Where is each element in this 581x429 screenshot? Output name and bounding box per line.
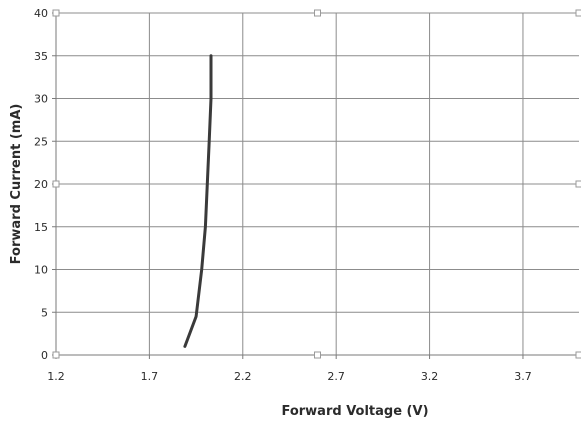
x-tick-label: 3.7	[514, 370, 532, 383]
x-axis-title: Forward Voltage (V)	[281, 404, 428, 419]
series-line	[183, 54, 213, 348]
selection-handle[interactable]	[575, 9, 581, 17]
y-tick-label: 30	[34, 93, 48, 106]
y-tick-label: 35	[34, 50, 48, 63]
selection-handle[interactable]	[52, 351, 60, 359]
y-tick-label: 5	[41, 306, 48, 319]
y-tick-label: 20	[34, 178, 48, 191]
y-tick-label: 15	[34, 221, 48, 234]
series-layer	[183, 54, 213, 348]
x-tick-labels: 1.2 1.7 2.2 2.7 3.2 3.7	[47, 370, 531, 383]
selection-handle[interactable]	[575, 351, 581, 359]
selection-handle[interactable]	[52, 180, 60, 188]
y-tick-label: 10	[34, 264, 48, 277]
selection-handle[interactable]	[52, 9, 60, 17]
x-tick-label: 1.7	[141, 370, 159, 383]
y-tick-label: 40	[34, 7, 48, 20]
grid	[56, 12, 579, 355]
x-tick-label: 3.2	[421, 370, 439, 383]
selection-handle[interactable]	[575, 180, 581, 188]
y-tick-labels: 0 5 10 15 20 25 30 35 40	[34, 7, 48, 362]
y-tick-label: 25	[34, 135, 48, 148]
x-tick-label: 2.2	[234, 370, 252, 383]
y-tick-label: 0	[41, 349, 48, 362]
x-tick-label: 2.7	[327, 370, 345, 383]
selection-handles	[52, 9, 581, 359]
y-axis-title: Forward Current (mA)	[9, 104, 24, 265]
selection-handle[interactable]	[314, 9, 321, 17]
plot-frame	[52, 12, 579, 359]
selection-handle[interactable]	[314, 351, 321, 359]
x-tick-label: 1.2	[47, 370, 65, 383]
